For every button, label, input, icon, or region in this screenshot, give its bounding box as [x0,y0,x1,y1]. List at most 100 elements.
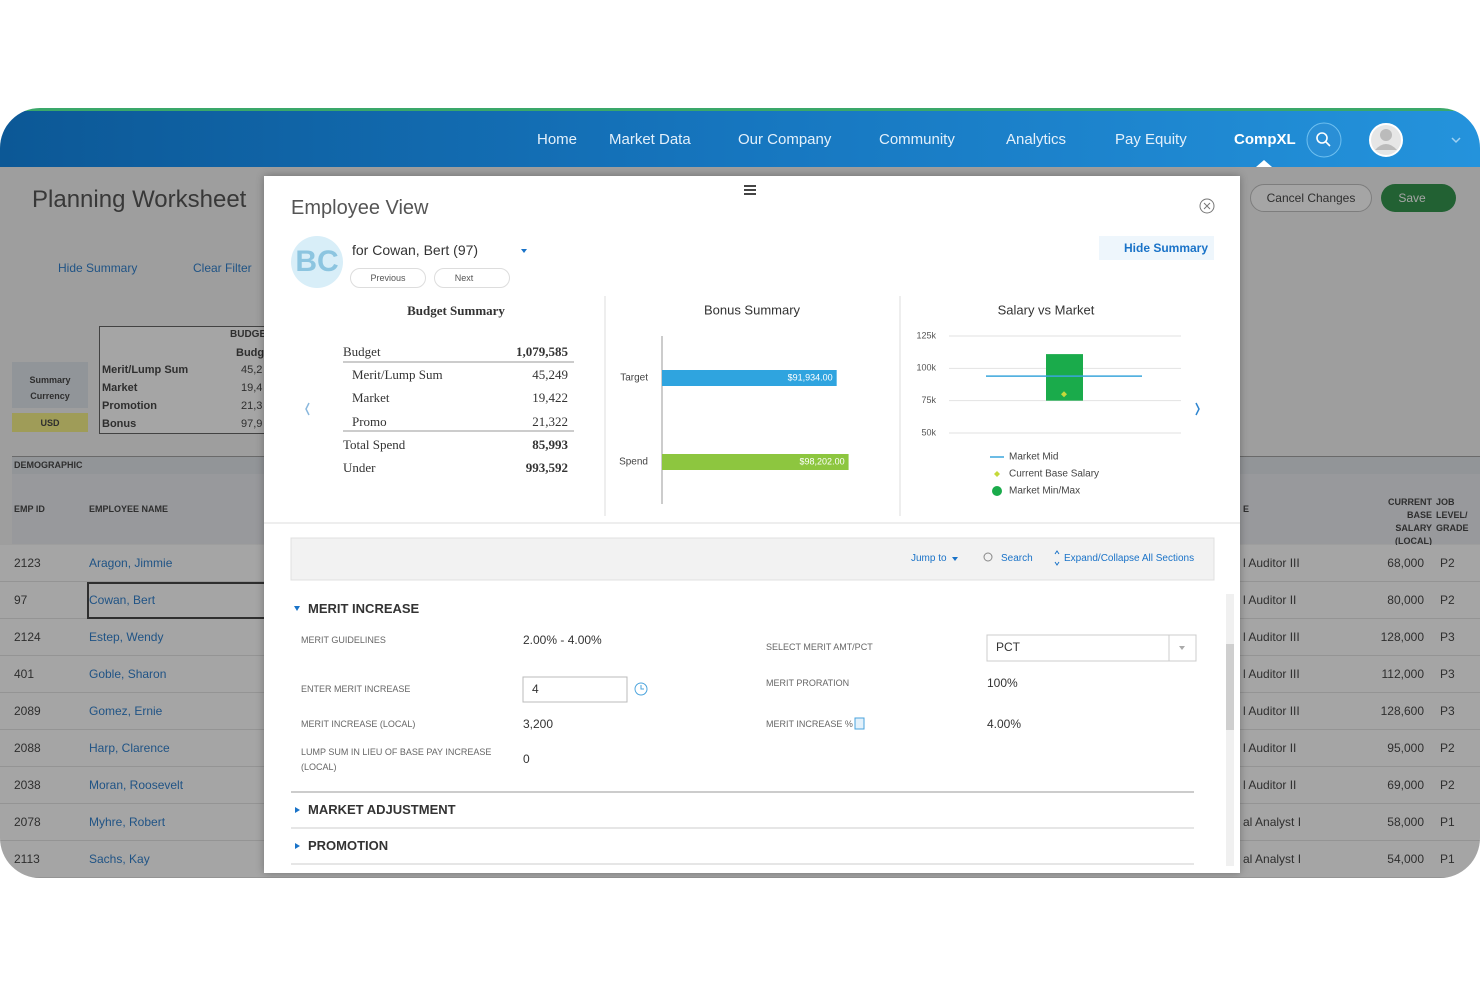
jump-to[interactable]: Jump to [911,553,947,564]
legend-label: Market Min/Max [1009,486,1080,497]
budget-header: BUDGE [230,329,267,340]
job: l Auditor II [1243,778,1297,792]
emp-id: 2123 [14,556,41,570]
clear-filter[interactable]: Clear Filter [193,261,252,275]
search[interactable]: Search [1001,553,1033,564]
scrollbar-thumb[interactable] [1226,644,1234,730]
next-label[interactable]: Next [454,273,474,283]
hide-summary[interactable]: Hide Summary [58,261,138,275]
toolbar [290,537,1215,581]
job: l Auditor III [1243,630,1300,644]
bar [662,370,837,386]
emp-id: 401 [14,667,35,681]
caret [952,557,958,561]
nav-item[interactable]: Analytics [1006,131,1067,148]
y-tick-label: 50k [921,427,936,437]
field-value: 2.00% - 4.00% [523,633,602,647]
salary: 54,000 [1387,852,1424,866]
y-tick-label: 100k [916,363,936,373]
nav-item[interactable]: Market Data [609,131,691,148]
section-caret[interactable] [295,843,300,849]
next-arrow[interactable] [1195,402,1200,416]
emp-name[interactable]: Estep, Wendy [89,630,164,644]
currency: USD [40,418,60,428]
grade: P2 [1440,556,1455,570]
avatar-icon [1380,129,1392,141]
budget-title: Budget Summary [407,303,505,318]
field-label: LUMP SUM IN LIEU OF BASE PAY INCREASE (L… [301,747,492,772]
col-grade: JOB LEVEL/ GRADE [1436,497,1469,533]
legend-swatch [994,471,1000,477]
hide-summary-label[interactable]: Hide Summary [1124,241,1209,255]
expand-all[interactable]: Expand/Collapse All Sections [1064,553,1195,564]
emp-name[interactable]: Cowan, Bert [89,593,156,607]
section-title[interactable]: MARKET ADJUSTMENT [308,802,456,817]
avatar [291,236,343,288]
job: al Analyst I [1243,815,1302,829]
field-label: MERIT INCREASE % [766,719,853,729]
previous-button[interactable] [350,268,426,288]
previous-label[interactable]: Previous [370,273,406,283]
section-caret[interactable] [295,807,300,813]
employee-view-modal: Bonus Summary Target $91,934.00 Spend $98,20… [264,176,1240,873]
merit-input[interactable] [522,676,628,703]
next-button[interactable] [434,268,510,288]
field-label: ENTER MERIT INCREASE [301,684,411,694]
hide-summary-button[interactable] [1099,236,1214,260]
avatar-initials: BC [295,245,339,278]
section-title[interactable]: PROMOTION [308,838,389,853]
nav-icons [1256,122,1461,167]
budget-value: 21,322 [532,413,568,429]
nav-item[interactable]: Community [879,131,955,148]
clock-icon[interactable] [634,682,648,696]
emp-name[interactable]: Aragon, Jimmie [89,556,173,570]
currency-box [12,413,88,432]
cancel-button[interactable] [1250,184,1372,212]
budget-value: 45,249 [532,367,568,383]
chart-title: Bonus Summary [704,302,801,317]
budget-label: Market [352,390,390,406]
drag-handle[interactable] [744,185,756,195]
grade: P1 [1440,815,1455,829]
search-button[interactable] [1306,122,1342,158]
emp-name[interactable]: Sachs, Kay [89,852,150,866]
grade: P1 [1440,852,1455,866]
prev-arrow[interactable] [305,402,310,416]
emp-name[interactable]: Goble, Sharon [89,667,167,681]
close-button[interactable] [1199,198,1215,214]
active-indicator [1256,160,1272,167]
select-caret [1179,646,1185,650]
field-value: 100% [987,676,1018,690]
budget-row-label: Market [102,382,138,394]
salary: 128,600 [1380,704,1424,718]
nav-item[interactable]: CompXL [1234,131,1296,148]
value-label: $98,202.00 [800,456,845,466]
emp-name[interactable]: Gomez, Ernie [89,704,163,718]
salary: 95,000 [1387,741,1424,755]
nav-item[interactable]: Home [537,131,578,148]
job: l Auditor II [1243,741,1297,755]
section-caret[interactable] [294,606,300,611]
salary: 58,000 [1387,815,1424,829]
info-icon[interactable] [854,717,865,730]
nav-item[interactable]: Our Company [738,131,832,148]
field-value[interactable]: PCT [996,640,1020,654]
legend-swatch [992,486,1002,496]
field-value[interactable]: 4 [532,682,539,696]
emp-name[interactable]: Harp, Clarence [89,741,170,755]
field-label: MERIT GUIDELINES [301,635,386,645]
emp-name[interactable]: Moran, Roosevelt [89,778,184,792]
dropdown-caret[interactable] [521,249,527,253]
demographic: DEMOGRAPHIC [14,460,83,470]
budget-row-label: Bonus [102,418,137,430]
save-button[interactable] [1381,184,1456,212]
summary-currency [12,362,88,408]
salary: 80,000 [1387,593,1424,607]
grade: P2 [1440,778,1455,792]
select-box[interactable] [986,634,1197,662]
budget-value: 993,592 [525,460,568,475]
category-label: Target [620,373,648,384]
emp-name[interactable]: Myhre, Robert [89,815,166,829]
y-tick-label: 75k [921,395,936,405]
nav-item[interactable]: Pay Equity [1115,131,1187,148]
